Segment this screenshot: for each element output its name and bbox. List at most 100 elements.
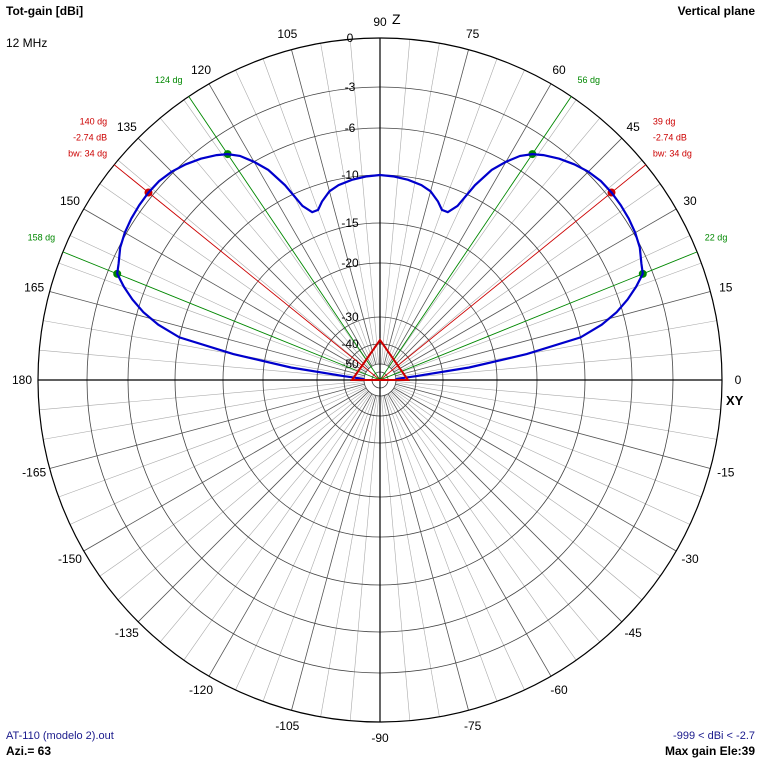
grid-spoke [39,349,365,379]
angle-tick-label: 90 [373,15,387,29]
grid-spoke [391,391,623,623]
grid-spoke [69,386,366,525]
radial-tick-label: -40 [341,337,359,351]
angle-tick-label: 45 [626,120,640,134]
angle-tick-label: 60 [552,63,566,77]
angle-tick-label: 105 [277,27,297,41]
grid-spoke [386,69,525,366]
grid-spoke [99,183,368,372]
grid-spoke [392,159,643,370]
marker-label: 56 dg [577,75,600,85]
marker-label: 140 dg [80,116,108,126]
grid-spoke [43,382,365,440]
radial-tick-labels: 0-3-6-10-15-20-30-40-50 [341,31,359,371]
grid-spoke [394,262,702,375]
radial-tick-label: -15 [341,216,359,230]
grid-spoke [388,99,577,368]
angle-tick-label: -105 [275,719,299,733]
grid-spoke [392,388,661,577]
marker-label: bw: 34 dg [653,148,692,158]
angle-tick-label: 0 [735,373,742,387]
marker-label: 39 dg [653,116,676,126]
grid-spoke [395,382,717,440]
gain-trace [116,152,644,381]
grid-spoke [137,391,369,623]
grid-spoke [83,387,367,552]
radial-tick-label: -6 [345,121,356,135]
marker-label: 22 dg [705,232,728,242]
grid-spoke [43,320,365,378]
radial-tick-label: -50 [341,357,359,371]
grid-spoke [159,392,370,643]
grid-spoke [383,49,469,365]
grid-spoke [395,291,711,377]
grid-spoke [208,393,373,677]
grid-spoke [349,39,379,365]
grid-spoke [387,393,552,677]
grid-spoke [388,392,577,661]
xy-axis-label: XY [726,393,744,408]
grid-spoke [390,392,601,643]
angle-tick-label: -15 [717,466,735,480]
grid-spoke [387,83,552,367]
angle-tick-label: 120 [191,63,211,77]
angle-tick-label: -60 [550,683,568,697]
grid-spoke [320,43,378,365]
grid-spoke [395,383,711,469]
grid-spoke [99,388,368,577]
angle-tick-label: -90 [371,731,389,745]
angle-tick-label: 135 [117,120,137,134]
grid-spoke [49,383,365,469]
grid-spoke [385,394,498,702]
grid-spoke [235,69,374,366]
grid-spoke [381,395,411,721]
angle-tick-label: 75 [466,27,480,41]
angle-tick-label: 30 [683,194,697,208]
angle-tick-label: -150 [58,552,82,566]
marker-line [113,164,381,381]
grid-spoke [382,43,440,365]
angle-tick-label: -135 [115,626,139,640]
grid-spoke [394,385,702,498]
grid-spoke [385,58,498,366]
angle-tick-label: 165 [24,280,44,294]
gain-range: -999 < dBi < -2.7 [673,730,755,742]
radial-tick-label: -30 [341,310,359,324]
angle-tick-label: -120 [189,683,213,697]
radial-tick-label: -20 [341,256,359,270]
angle-tick-label: 150 [60,194,80,208]
grid-spoke [159,117,370,368]
plane-label: Vertical plane [677,4,755,18]
polar-grid [37,37,723,723]
angle-tick-label: -75 [464,719,482,733]
chart-title: Tot-gain [dBi] [6,4,84,18]
grid-spoke [393,208,677,373]
marker-line [62,251,381,381]
grid-spoke [117,390,368,601]
grid-spoke [383,395,469,711]
max-gain-label: Max gain Ele:39 [664,744,755,758]
marker-label: -2.74 dB [73,132,107,142]
file-name: AT-110 (modelo 2).out [6,730,114,742]
grid-spoke [235,394,374,691]
grid-spoke [49,291,365,377]
grid-spoke [183,392,372,661]
marker-label: 158 dg [28,232,56,242]
grid-spoke [320,395,378,717]
grid-spoke [395,349,721,379]
angle-tick-label: -30 [681,552,699,566]
grid-spoke [137,137,369,369]
grid-spoke [117,159,368,370]
angle-tick-label: 180 [12,373,32,387]
marker-line [188,96,381,381]
marker-label: 124 dg [155,75,183,85]
antenna-symbol [350,338,410,381]
angle-tick-label: -45 [624,626,642,640]
grid-spoke [183,99,372,368]
grid-spoke [58,385,366,498]
marker-line [379,164,647,381]
grid-spoke [349,395,379,721]
angle-tick-label: 15 [719,280,733,294]
grid-spoke [395,381,721,411]
